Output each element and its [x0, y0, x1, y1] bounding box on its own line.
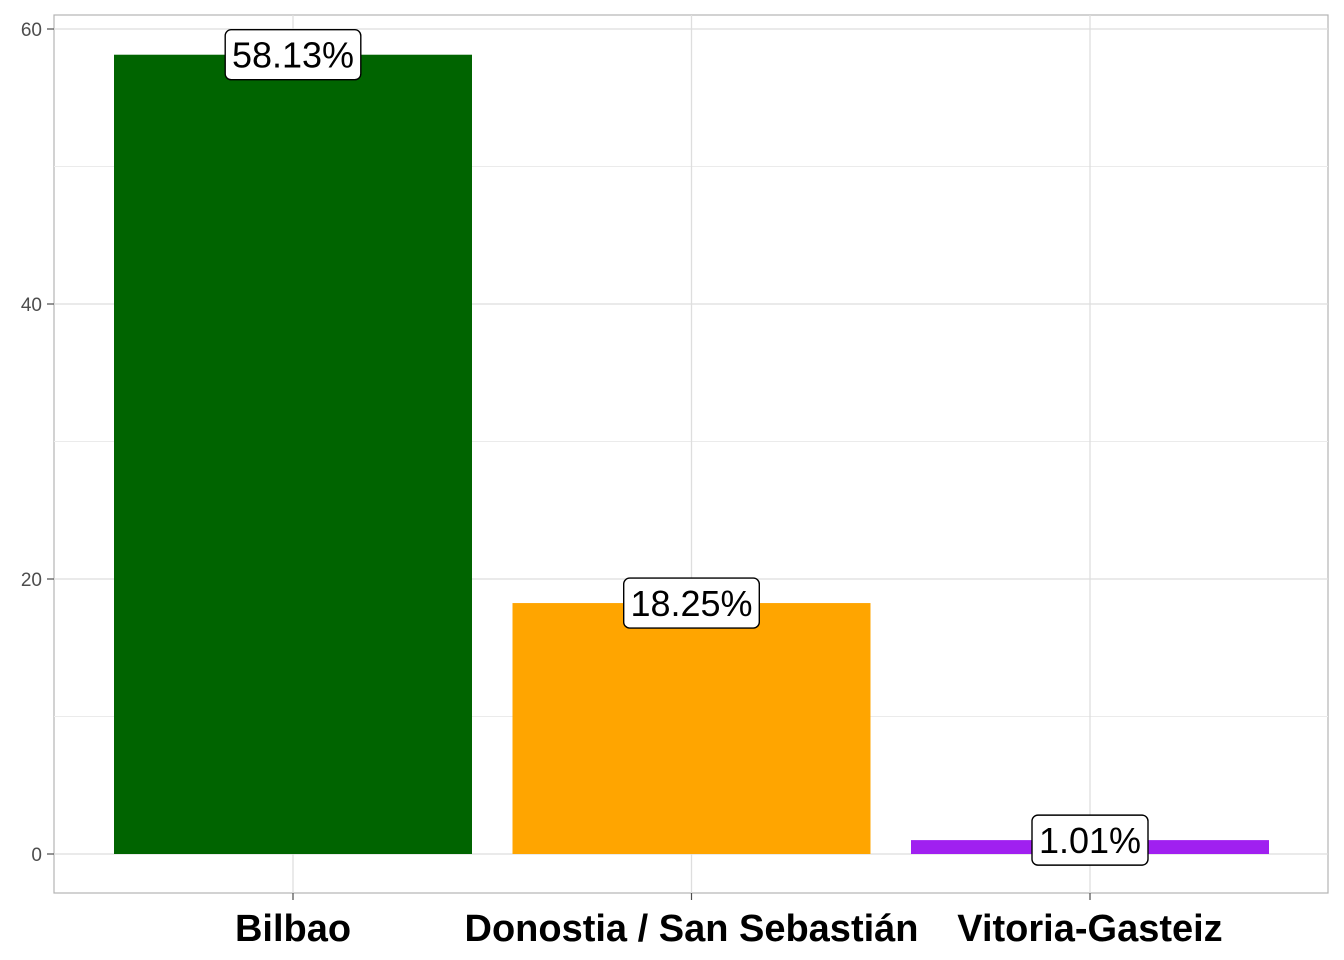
data-labels: 58.13% 18.25% 1.01% — [224, 29, 1149, 866]
axes: 0 20 40 60 Bilbao Donostia / San Sebastián Vit… — [21, 20, 1223, 950]
data-label-text: 58.13% — [232, 35, 354, 76]
data-label-text: 18.25% — [630, 583, 752, 624]
y-tick-label: 40 — [21, 295, 42, 316]
x-tick-label: Bilbao — [235, 908, 351, 950]
data-label-text: 1.01% — [1039, 820, 1141, 861]
y-tick-label: 0 — [31, 845, 42, 866]
bar-donostia-san-sebasti-n — [512, 603, 871, 854]
data-label: 1.01% — [1031, 814, 1149, 866]
y-tick-label: 60 — [21, 20, 42, 41]
x-tick-label: Donostia / San Sebastián — [465, 908, 919, 950]
bar-bilbao — [114, 54, 472, 854]
y-tick-label: 20 — [21, 570, 42, 591]
data-label: 58.13% — [224, 29, 362, 81]
data-label-box — [1031, 814, 1149, 866]
data-label-box — [224, 29, 362, 81]
x-tick-label: Vitoria-Gasteiz — [957, 908, 1222, 950]
data-label: 18.25% — [623, 577, 761, 629]
bars — [114, 54, 1269, 854]
data-label-box — [623, 577, 761, 629]
